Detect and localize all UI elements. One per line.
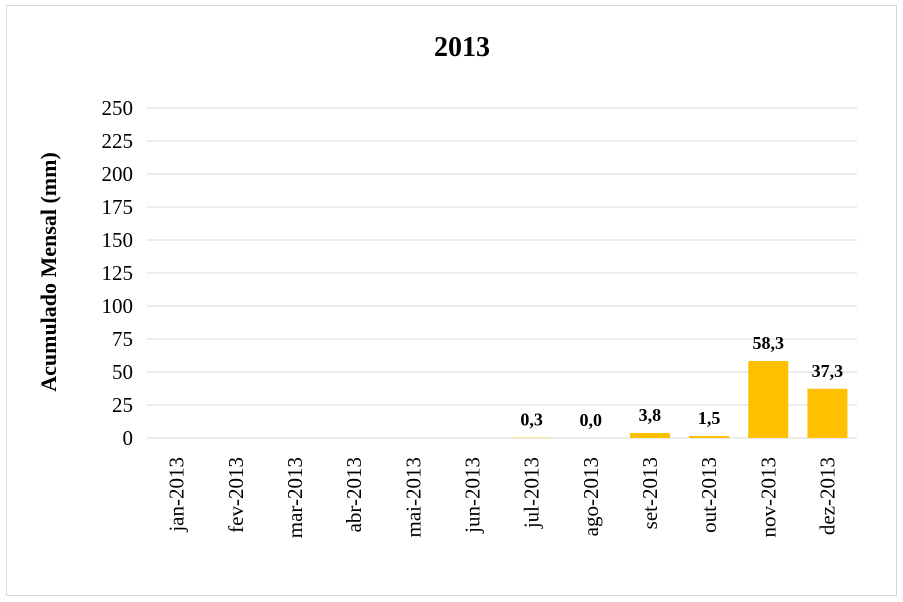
x-axis-ticks: jan-2013 fev-2013 mar-2013 abr-2013 mai-2013… (165, 457, 840, 538)
y-tick-label: 0 (123, 426, 134, 450)
chart-frame (6, 5, 897, 596)
y-tick-label: 25 (112, 393, 133, 417)
x-tick-label: set-2013 (638, 457, 662, 529)
data-labels: 0,3 0,0 3,8 1,5 58,3 37,3 (520, 333, 843, 430)
x-tick-label: mai-2013 (401, 457, 425, 537)
y-axis-label: Acumulado Mensal (mm) (36, 152, 61, 392)
x-tick-label: abr-2013 (342, 457, 366, 532)
bar (748, 361, 789, 438)
x-tick-label: fev-2013 (224, 457, 248, 533)
data-label: 37,3 (812, 361, 844, 381)
y-tick-label: 250 (102, 96, 134, 120)
x-tick-label: jun-2013 (460, 457, 484, 534)
data-label: 0,3 (520, 410, 543, 430)
y-tick-label: 50 (112, 360, 133, 384)
y-tick-label: 100 (102, 294, 134, 318)
y-tick-label: 150 (102, 228, 134, 252)
bar (629, 432, 670, 438)
data-label: 0,0 (580, 410, 603, 430)
y-axis-ticks: 0 25 50 75 100 125 150 175 200 225 250 (102, 96, 134, 450)
bar (689, 436, 730, 438)
x-tick-label: nov-2013 (756, 457, 780, 538)
x-tick-label: dez-2013 (815, 457, 839, 535)
y-tick-label: 225 (102, 129, 134, 153)
y-tick-label: 125 (102, 261, 134, 285)
y-tick-label: 200 (102, 162, 134, 186)
x-tick-label: mar-2013 (283, 457, 307, 538)
data-label: 3,8 (639, 405, 662, 425)
bar (807, 388, 848, 438)
y-tick-label: 175 (102, 195, 134, 219)
x-tick-label: jul-2013 (520, 457, 544, 529)
chart-title: 2013 (434, 32, 490, 63)
x-tick-label: ago-2013 (579, 457, 603, 536)
gridlines (147, 107, 857, 439)
bars (511, 361, 848, 438)
x-tick-label: jan-2013 (165, 457, 189, 533)
y-tick-label: 75 (112, 327, 133, 351)
data-label: 1,5 (698, 408, 721, 428)
x-tick-label: out-2013 (697, 457, 721, 533)
data-label: 58,3 (753, 333, 785, 353)
